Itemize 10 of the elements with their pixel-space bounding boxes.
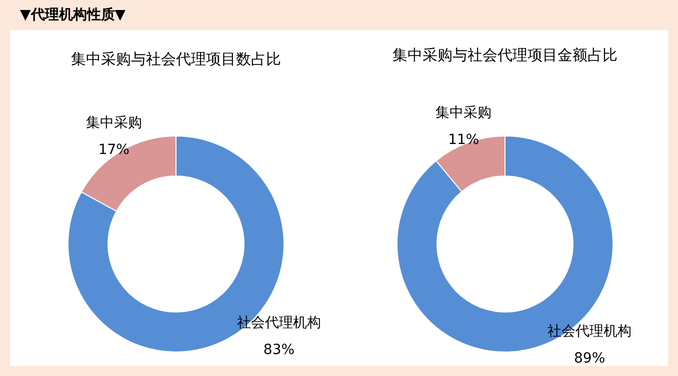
slice-label: 社会代理机构 [236, 314, 321, 331]
chart-title: 集中采购与社会代理项目数占比 [71, 50, 281, 68]
data-label: 17% [98, 142, 130, 158]
data-label: 83% [263, 342, 295, 358]
slice-label: 集中采购 [436, 105, 492, 122]
chart-title: 集中采购与社会代理项目金额占比 [392, 46, 618, 64]
slice-label: 集中采购 [86, 114, 142, 131]
data-label: 89% [574, 350, 606, 367]
text: ▼代理机构性质▼ [20, 6, 126, 23]
data-label: 11% [448, 132, 480, 148]
